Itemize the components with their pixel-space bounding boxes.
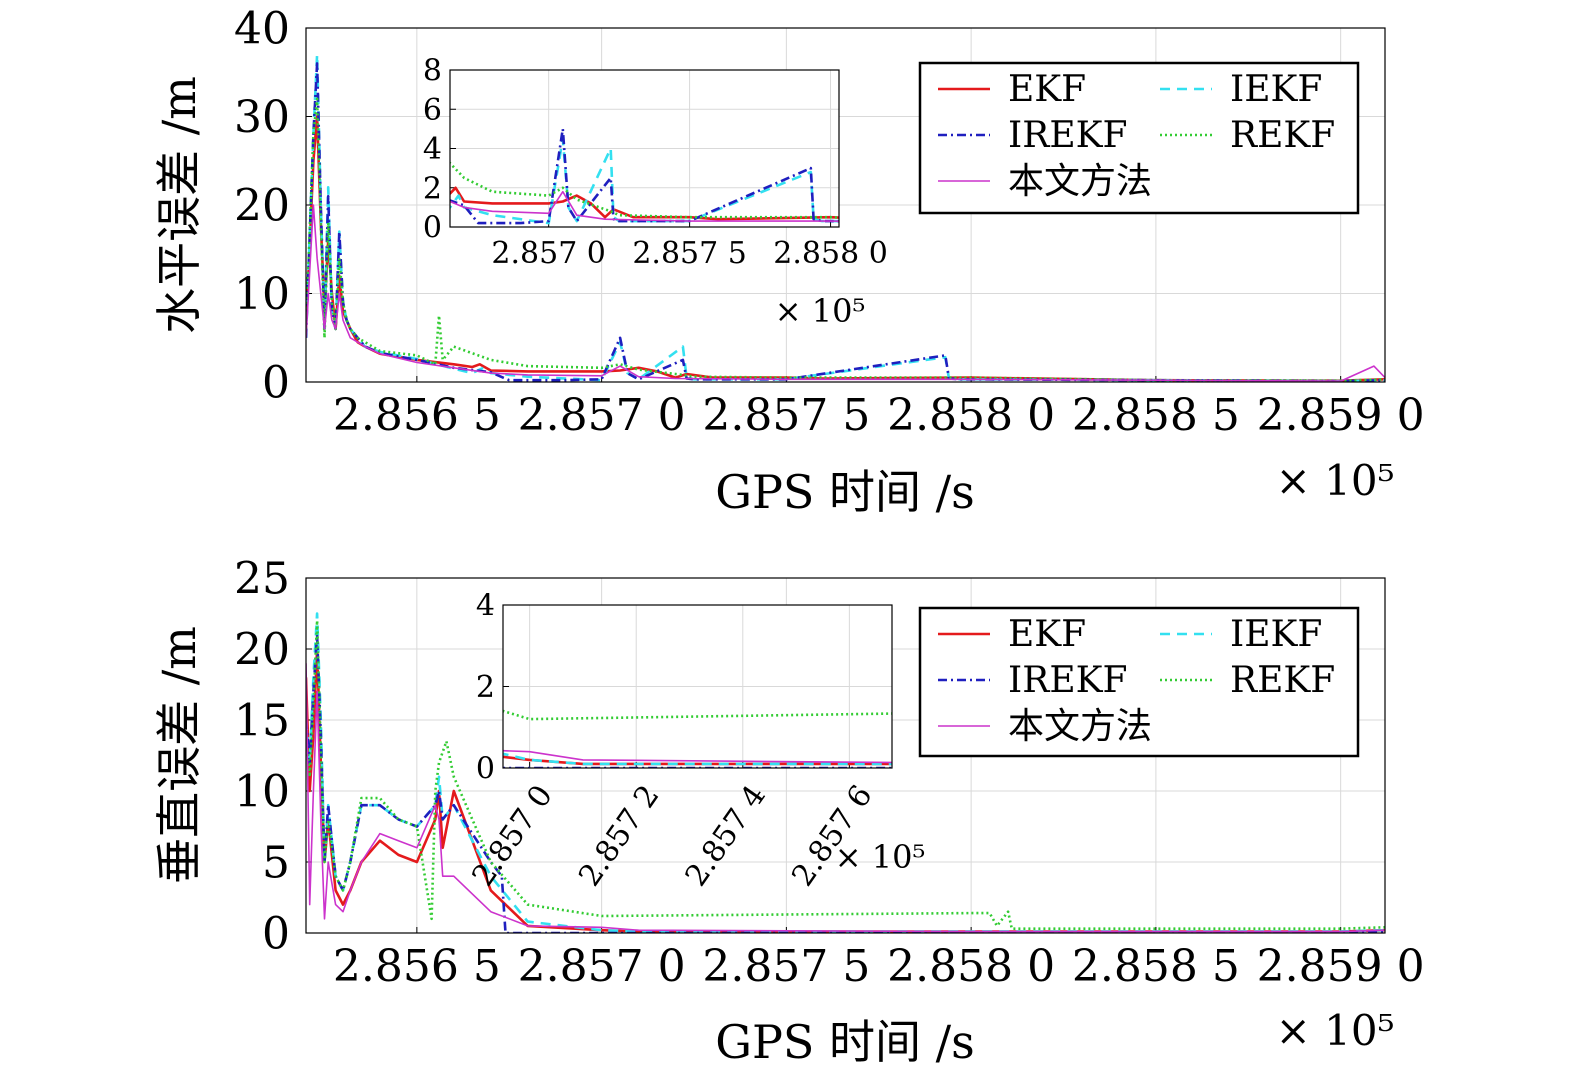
inset-y-tick-label: 4 (476, 589, 495, 624)
inset-y-tick-label: 4 (423, 132, 442, 167)
y-tick-label: 15 (234, 695, 290, 746)
plot-frame (305, 577, 1386, 934)
y-tick-label: 25 (234, 553, 290, 604)
legend-box (918, 606, 1360, 758)
x-tick-label: 2.858 0 (887, 941, 1055, 992)
series-line-method (306, 204, 1385, 382)
inset-x-multiplier: × 10⁵ (835, 838, 926, 876)
x-axis-multiplier: × 10⁵ (1276, 456, 1395, 505)
x-tick-label: 2.858 5 (1072, 390, 1240, 441)
inset-x-tick-label: 2.858 0 (773, 236, 888, 271)
y-tick-label: 0 (262, 357, 290, 408)
legend: EKF IEKF IREKF REKF 本文方法 (918, 606, 1360, 758)
inset-x-tick-label: 2.857 0 (491, 236, 606, 271)
legend-label-iekf: IEKF (1230, 69, 1322, 110)
legend-label-ekf: EKF (1008, 69, 1086, 110)
legend-label-irekf: IREKF (1008, 115, 1127, 156)
inset-series-line-iekf (503, 752, 892, 766)
y-axis-title: 水平误差 /m (152, 76, 206, 334)
y-tick-label: 10 (234, 269, 290, 320)
x-tick-label: 2.856 5 (333, 941, 501, 992)
inset-series-line-ekf (450, 186, 839, 221)
x-tick-label: 2.859 0 (1257, 941, 1425, 992)
inset-x-multiplier: × 10⁵ (775, 292, 866, 330)
inset-x-tick-label: 2.857 5 (632, 236, 747, 271)
series-line-rekf (306, 619, 1385, 930)
legend-label-rekf: REKF (1230, 115, 1335, 156)
inset-zoom-plot: 2.857 0 2.857 5 2.858 0 0 2 4 6 8 × 10⁵ (423, 54, 888, 331)
series-group (306, 612, 1385, 933)
y-axis-title: 垂直误差 /m (152, 626, 206, 884)
legend-label-irekf: IREKF (1008, 660, 1127, 701)
x-axis-title: GPS 时间 /s (715, 1015, 975, 1069)
x-axis-title: GPS 时间 /s (715, 465, 975, 519)
inset-y-tick-label: 2 (476, 670, 495, 705)
inset-y-tick-label: 8 (423, 54, 442, 89)
x-axis-multiplier: × 10⁵ (1276, 1006, 1395, 1055)
legend-label-method: 本文方法 (1008, 161, 1152, 202)
inset-series-group (503, 709, 892, 768)
y-tick-label: 5 (262, 837, 290, 888)
legend-box (918, 61, 1360, 215)
y-tick-label: 20 (234, 624, 290, 675)
series-group (306, 53, 1385, 382)
inset-y-tick-label: 0 (476, 752, 495, 787)
series-line-irekf (306, 633, 1385, 933)
legend-label-rekf: REKF (1230, 660, 1335, 701)
x-tick-label: 2.859 0 (1257, 390, 1425, 441)
series-line-rekf (306, 97, 1385, 382)
inset-series-group (450, 127, 839, 225)
y-tick-label: 20 (234, 180, 290, 231)
legend-label-iekf: IEKF (1230, 614, 1322, 655)
y-tick-label: 40 (234, 3, 290, 54)
legend-label-method: 本文方法 (1008, 706, 1152, 747)
inset-plot-frame (502, 604, 893, 769)
inset-series-line-method (450, 190, 839, 223)
series-line-iekf (306, 612, 1385, 933)
x-tick-label: 2.857 5 (702, 390, 870, 441)
vertical-error-panel: 2.856 5 2.857 0 2.857 5 2.858 0 2.858 5 2.859… (152, 553, 1425, 1069)
legend: EKF IEKF IREKF REKF 本文方法 (918, 61, 1360, 215)
x-tick-label: 2.858 0 (887, 390, 1055, 441)
y-tick-label: 10 (234, 766, 290, 817)
x-tick-label: 2.858 5 (1072, 941, 1240, 992)
x-tick-label: 2.857 0 (518, 941, 686, 992)
inset-y-tick-label: 0 (423, 211, 442, 246)
legend-label-ekf: EKF (1008, 614, 1086, 655)
inset-y-tick-label: 6 (423, 93, 442, 128)
x-tick-label: 2.857 5 (702, 941, 870, 992)
x-tick-label: 2.857 0 (518, 390, 686, 441)
horizontal-error-panel: 2.856 5 2.857 0 2.857 5 2.858 0 2.858 5 2.859… (152, 3, 1425, 519)
inset-series-line-method (503, 749, 892, 764)
plot-frame (305, 27, 1386, 383)
inset-y-tick-label: 2 (423, 171, 442, 206)
y-tick-label: 0 (262, 908, 290, 959)
series-line-method (306, 663, 1385, 933)
inset-plot-frame (449, 69, 840, 228)
x-tick-label: 2.856 5 (333, 390, 501, 441)
y-tick-label: 30 (234, 92, 290, 143)
